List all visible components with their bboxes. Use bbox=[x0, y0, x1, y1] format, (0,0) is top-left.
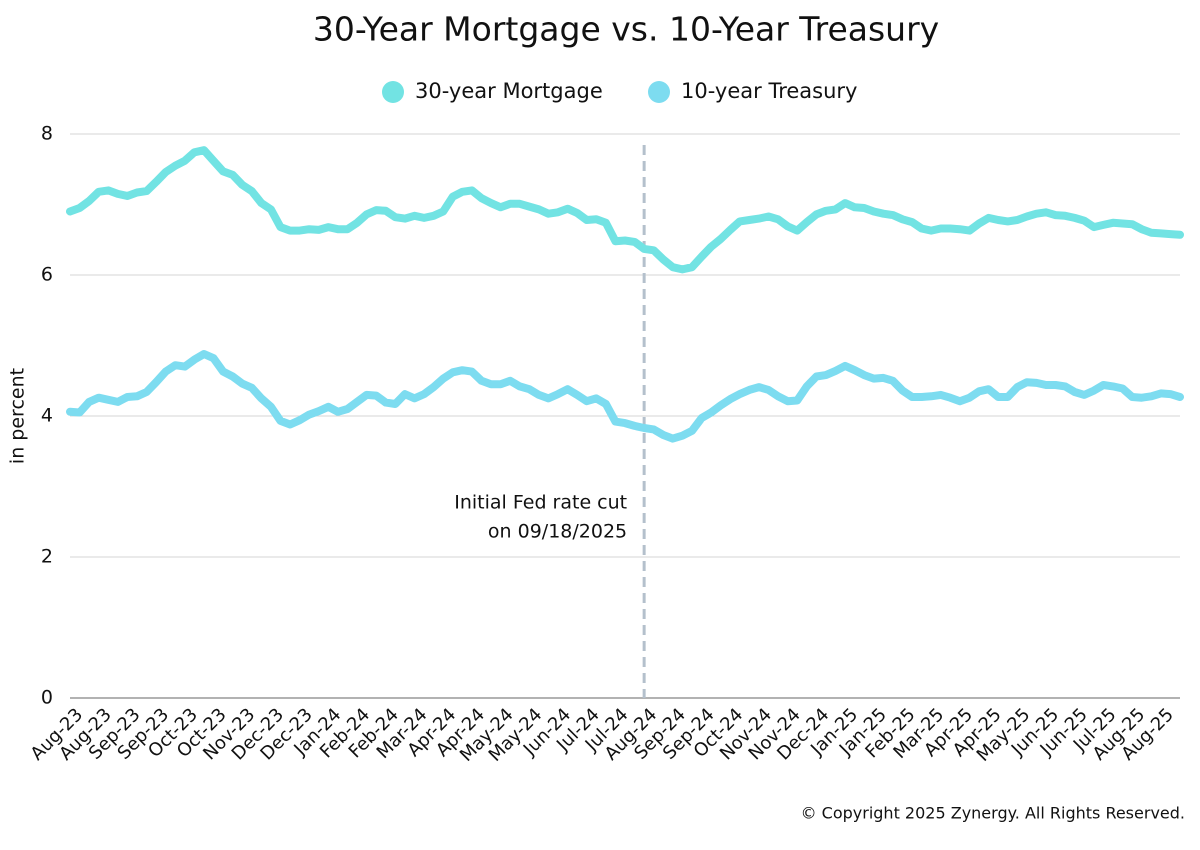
footer: © Copyright 2025 Zynergy. All Rights Res… bbox=[801, 804, 1185, 823]
y-tick-label: 4 bbox=[41, 405, 53, 427]
series-line bbox=[66, 350, 1184, 443]
series-line bbox=[66, 146, 1184, 274]
chart-title: 30-Year Mortgage vs. 10-Year Treasury bbox=[313, 10, 939, 49]
y-tick-label: 6 bbox=[41, 264, 53, 286]
legend-marker bbox=[382, 81, 404, 103]
legend-label: 30-year Mortgage bbox=[415, 79, 603, 103]
annotation-text: on 09/18/2025 bbox=[488, 521, 627, 543]
y-tick-label: 8 bbox=[41, 123, 53, 145]
y-axis-label: in percent bbox=[7, 368, 29, 464]
legend-marker bbox=[648, 81, 670, 103]
annotation-text: Initial Fed rate cut bbox=[454, 492, 627, 514]
y-tick-label: 0 bbox=[41, 687, 53, 709]
y-tick-label: 2 bbox=[41, 546, 53, 568]
legend-label: 10-year Treasury bbox=[681, 79, 857, 103]
